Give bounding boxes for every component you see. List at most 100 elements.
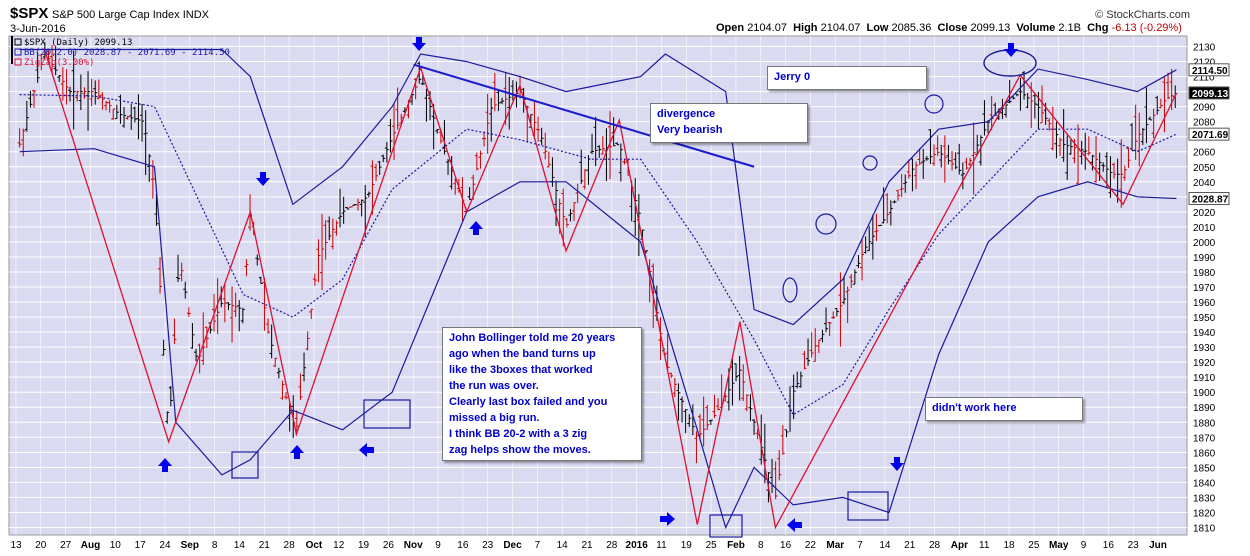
y-tick-label: 2080 (1193, 118, 1216, 129)
note-line: ago when the band turns up (449, 348, 596, 360)
divergence-trendline (413, 63, 755, 168)
volume-label: Volume (1016, 22, 1056, 34)
y-tick-label: 1960 (1193, 298, 1216, 309)
x-axis: 13 20 27 Aug 10 17 24 Sep 8 14 21 28 Oct 12 19 26 Nov 9 16… (10, 540, 1166, 551)
y-tick-label: 1910 (1193, 373, 1216, 384)
y-tick-label: 2020 (1193, 208, 1216, 219)
x-tick-label: 17 (135, 540, 147, 551)
y-axis: 1810 1820 1830 1840 1850 1860 1870 1880 1890 1900… (1188, 43, 1230, 534)
up-arrow-icon (469, 221, 483, 235)
left-arrow-icon (359, 443, 374, 457)
y-tick-label: 1980 (1193, 268, 1216, 279)
y-tick-label: 1810 (1193, 523, 1216, 534)
box-annotations (231, 49, 1037, 538)
x-tick-label: 18 (1003, 540, 1015, 551)
down-arrow-icon (256, 172, 270, 186)
x-tick-label: 19 (681, 540, 693, 551)
note-line: Very bearish (657, 124, 723, 136)
zigzag-line (43, 49, 1177, 530)
left-arrow-icon (787, 518, 802, 532)
x-tick-label: Oct (306, 540, 323, 551)
x-tick-label: 11 (979, 540, 990, 551)
ohlc-readout: Open 2104.07 High 2104.07 Low 2085.36 Cl… (716, 22, 1182, 34)
circle-marker (924, 94, 944, 114)
down-arrow-icon (412, 37, 426, 51)
box-marker (709, 514, 743, 538)
y-tick-label: 2110 (1193, 73, 1215, 84)
x-tick-label: 19 (358, 540, 370, 551)
y-tick-label: 2120 (1193, 58, 1216, 69)
credit-text[interactable]: © StockCharts.com (1095, 9, 1190, 21)
y-tick-label: 1860 (1193, 448, 1216, 459)
x-tick-label: 20 (35, 540, 47, 551)
jerry-note: Jerry 0 (767, 66, 927, 90)
y-tick-label: 1990 (1193, 253, 1216, 264)
x-tick-label: Sep (181, 540, 199, 551)
y-tick-label: 2090 (1193, 103, 1216, 114)
box-marker (363, 399, 411, 429)
x-tick-label: 7 (857, 540, 863, 551)
divergence-note: divergence Very bearish (650, 103, 808, 143)
y-tick-label: 1830 (1193, 493, 1216, 504)
x-tick-label: 10 (110, 540, 122, 551)
x-tick-label: 28 (284, 540, 296, 551)
y-tick-label: 1970 (1193, 283, 1216, 294)
high-value: 2104.07 (820, 22, 861, 34)
y-tick-label: 1890 (1193, 403, 1216, 414)
x-tick-label: 23 (1128, 540, 1140, 551)
zigzag-polyline (43, 49, 1177, 530)
note-line: like the 3boxes that worked (449, 364, 593, 376)
chg-value: -6.13 (-0.29%) (1111, 22, 1182, 34)
x-tick-label: 8 (758, 540, 764, 551)
legend-bar (11, 36, 13, 64)
y-tick-label: 1920 (1193, 358, 1216, 369)
x-tick-label: 21 (259, 540, 271, 551)
legend-label: ZigZag(3.00%) (24, 58, 94, 68)
x-tick-label: 28 (929, 540, 941, 551)
x-tick-label: Jun (1149, 540, 1167, 551)
note-line: I think BB 20-2 with a 3 zig (449, 428, 588, 440)
close-label: Close (937, 22, 968, 34)
y-tick-label: 2060 (1193, 148, 1216, 159)
x-tick-label: 27 (60, 540, 72, 551)
x-tick-label: 16 (457, 540, 469, 551)
y-tick-label: 1880 (1193, 418, 1216, 429)
price-tag (1188, 63, 1230, 77)
x-tick-label: 7 (535, 540, 541, 551)
x-tick-label: Feb (727, 540, 745, 551)
x-tick-label: 23 (482, 540, 494, 551)
x-tick-label: 21 (904, 540, 916, 551)
y-tick-label: 2050 (1193, 163, 1216, 174)
bollinger-note: John Bollinger told me 20 years ago when… (442, 327, 642, 461)
x-tick-label: 2016 (626, 540, 649, 551)
price-tag (1188, 86, 1230, 100)
price-tag (1188, 127, 1230, 141)
x-tick-label: 14 (234, 540, 246, 551)
x-tick-label: 14 (557, 540, 569, 551)
y-tick-label: 1820 (1193, 508, 1216, 519)
volume-value: 2.1B (1058, 22, 1081, 34)
x-tick-label: May (1049, 540, 1069, 551)
y-tick-label: 1930 (1193, 343, 1216, 354)
y-tick-label: 2130 (1193, 43, 1216, 54)
legend-swatch (14, 48, 22, 56)
x-tick-label: 21 (581, 540, 593, 551)
arrow-markers (158, 37, 1018, 532)
chart-date: 3-Jun-2016 (10, 23, 66, 35)
note-line: Clearly last box failed and you (449, 396, 608, 408)
x-tick-label: 14 (879, 540, 891, 551)
x-tick-label: 22 (805, 540, 817, 551)
x-tick-label: Mar (826, 540, 844, 551)
circle-marker (862, 155, 878, 171)
up-arrow-icon (290, 445, 304, 459)
right-arrow-icon (660, 512, 675, 526)
price-tag (1188, 192, 1230, 206)
x-tick-label: 25 (706, 540, 718, 551)
x-tick-label: 16 (1103, 540, 1115, 551)
x-tick-label: 16 (780, 540, 792, 551)
bollinger-bands (19, 48, 1177, 530)
close-value: 2099.13 (970, 22, 1011, 34)
x-tick-label: Apr (951, 540, 968, 551)
